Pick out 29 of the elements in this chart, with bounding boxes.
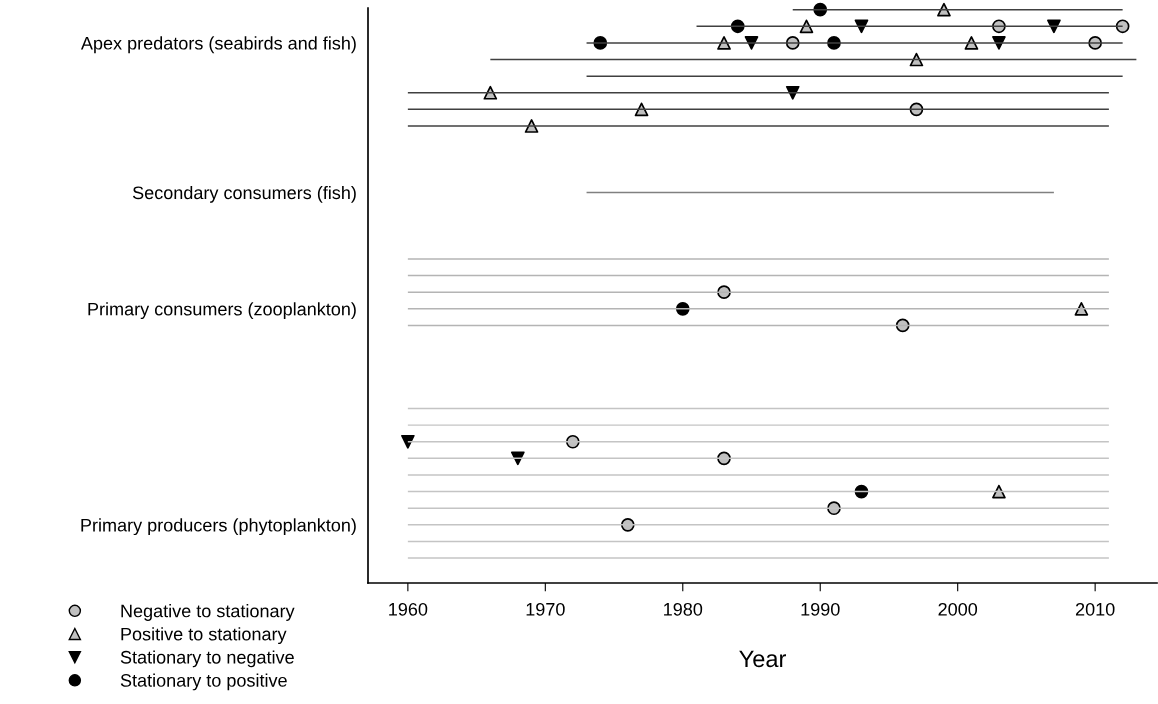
y-tick-label: Primary producers (phytoplankton) [81, 518, 356, 536]
point [992, 19, 1006, 34]
point [937, 2, 951, 17]
point [854, 484, 869, 499]
legend-label: Negative to stationary [121, 604, 295, 621]
point [565, 434, 580, 449]
x-tick-label: 1960 [389, 602, 428, 616]
point [634, 102, 649, 117]
y-tick-label: Primary consumers (zooplankton) [88, 302, 356, 320]
x-axis-title: Year [739, 650, 786, 668]
x-tick-label: 1980 [664, 602, 703, 616]
point [1047, 19, 1061, 34]
point [1115, 19, 1130, 34]
point [510, 451, 525, 466]
x-tick-label: 2000 [938, 602, 978, 616]
point [401, 434, 415, 449]
point [799, 19, 814, 34]
y-tick-label: Apex predators (seabirds and fish) [80, 36, 356, 54]
y-tick-label: Secondary consumers (fish) [132, 185, 356, 203]
legend-label: Stationary to positive [120, 673, 287, 691]
legend-label: Positive to stationary [121, 627, 287, 645]
x-tick-label: 1990 [801, 602, 840, 616]
point [813, 2, 828, 17]
point [1074, 301, 1089, 316]
x-tick-label: 1970 [526, 602, 565, 616]
x-tick-label: 2010 [1075, 602, 1115, 616]
legend-label: Stationary to negative [120, 650, 294, 668]
point [730, 19, 745, 34]
point [854, 19, 869, 34]
